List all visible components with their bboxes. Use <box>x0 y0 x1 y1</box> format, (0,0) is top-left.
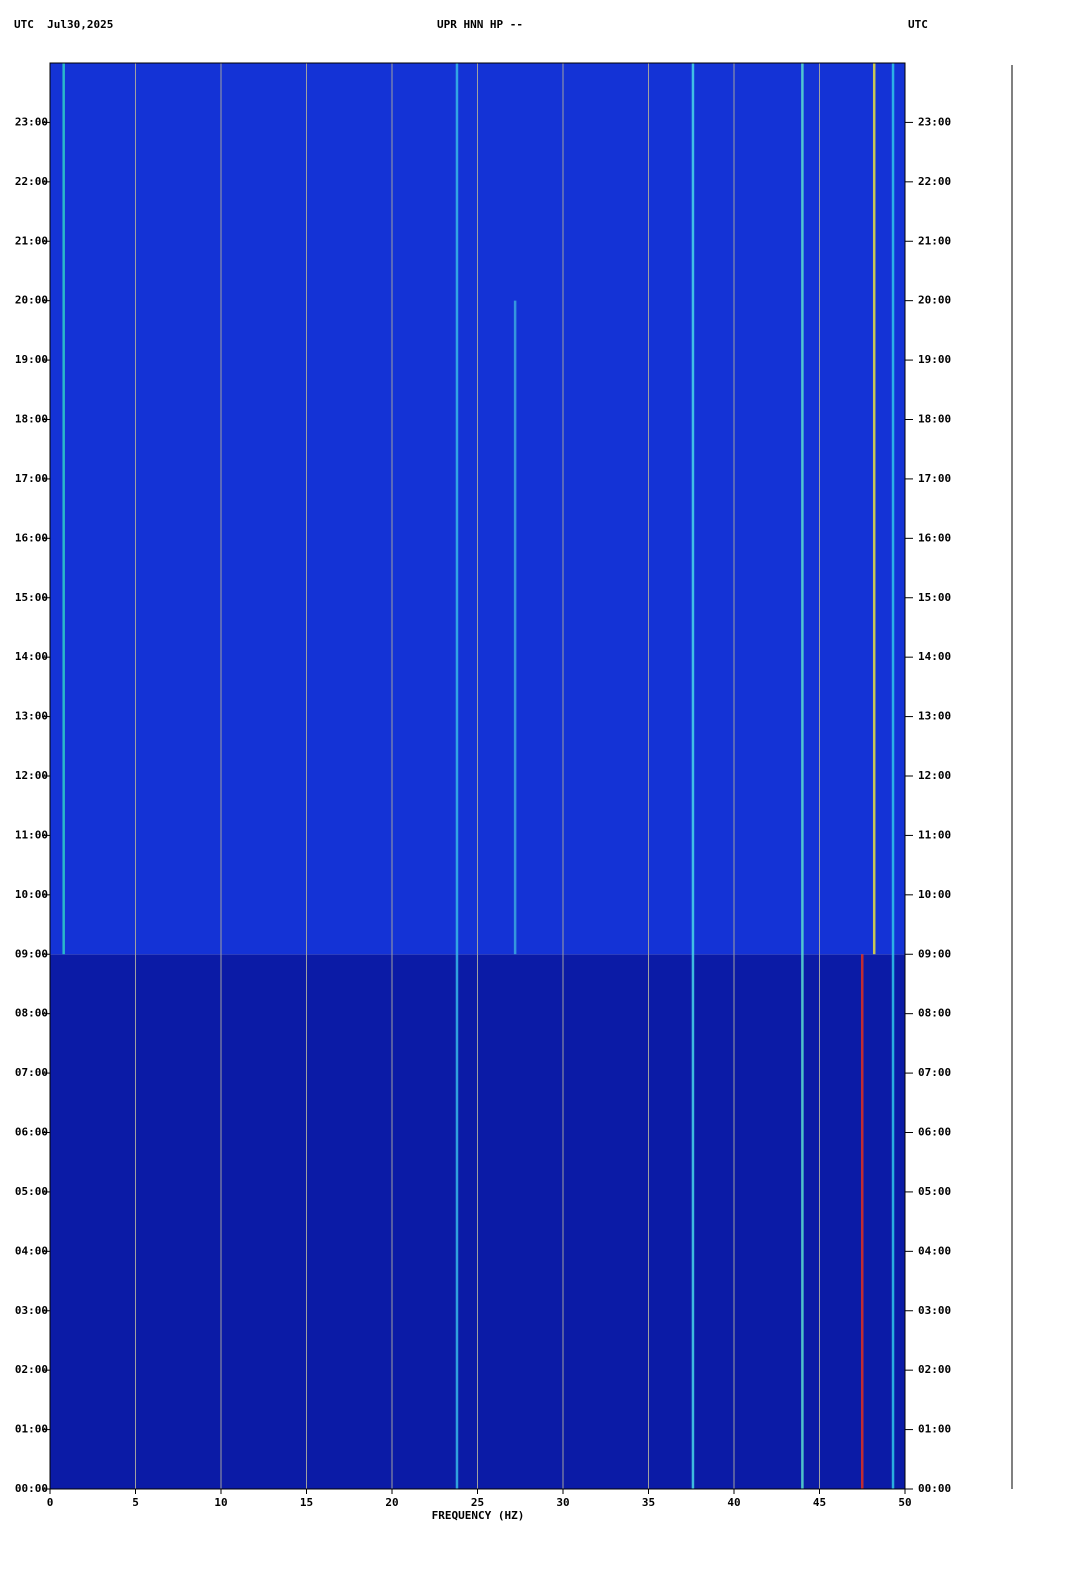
y-tick-label: 04:00 <box>15 1244 48 1257</box>
y-tick-label-right: 22:00 <box>918 175 951 188</box>
y-tick-label-right: 01:00 <box>918 1423 951 1436</box>
y-tick-label-right: 04:00 <box>918 1244 951 1257</box>
y-tick-label: 15:00 <box>15 591 48 604</box>
y-tick-label-right: 09:00 <box>918 947 951 960</box>
x-axis-label: FREQUENCY (HZ) <box>432 1509 525 1522</box>
y-tick-label-right: 18:00 <box>918 413 951 426</box>
y-tick-label: 00:00 <box>15 1482 48 1495</box>
y-tick-label: 09:00 <box>15 947 48 960</box>
y-tick-label-right: 08:00 <box>918 1007 951 1020</box>
y-tick-label-right: 05:00 <box>918 1185 951 1198</box>
y-tick-label: 06:00 <box>15 1126 48 1139</box>
x-tick-label: 30 <box>556 1496 569 1509</box>
y-tick-label: 11:00 <box>15 828 48 841</box>
y-tick-label: 03:00 <box>15 1304 48 1317</box>
y-tick-label: 21:00 <box>15 234 48 247</box>
x-tick-label: 45 <box>813 1496 826 1509</box>
y-tick-label: 14:00 <box>15 650 48 663</box>
y-tick-label: 16:00 <box>15 531 48 544</box>
y-tick-label-right: 15:00 <box>918 591 951 604</box>
plot-frame <box>49 62 906 1490</box>
y-tick-label: 12:00 <box>15 769 48 782</box>
y-tick-label-right: 13:00 <box>918 710 951 723</box>
left-header: UTC Jul30,2025 <box>14 18 113 31</box>
y-tick-label-right: 06:00 <box>918 1126 951 1139</box>
x-tick-label: 35 <box>642 1496 655 1509</box>
x-tick-label: 20 <box>385 1496 398 1509</box>
y-tick-label: 23:00 <box>15 115 48 128</box>
x-tick-label: 5 <box>132 1496 139 1509</box>
y-tick-label: 19:00 <box>15 353 48 366</box>
y-tick-label-right: 00:00 <box>918 1482 951 1495</box>
y-tick-label-right: 14:00 <box>918 650 951 663</box>
y-tick-label-right: 02:00 <box>918 1363 951 1376</box>
x-tick-label: 10 <box>214 1496 227 1509</box>
y-tick-label: 22:00 <box>15 175 48 188</box>
y-tick-label-right: 19:00 <box>918 353 951 366</box>
y-tick-label: 13:00 <box>15 710 48 723</box>
y-tick-label-right: 11:00 <box>918 828 951 841</box>
y-tick-label: 07:00 <box>15 1066 48 1079</box>
y-tick-label: 01:00 <box>15 1423 48 1436</box>
right-header: UTC <box>908 18 928 31</box>
chart-title: UPR HNN HP -- <box>437 18 523 31</box>
x-tick-label: 0 <box>47 1496 54 1509</box>
y-tick-label-right: 20:00 <box>918 294 951 307</box>
y-tick-label-right: 21:00 <box>918 234 951 247</box>
x-tick-label: 40 <box>727 1496 740 1509</box>
y-tick-label: 10:00 <box>15 888 48 901</box>
x-tick-label: 25 <box>471 1496 484 1509</box>
y-tick-label: 18:00 <box>15 413 48 426</box>
x-tick-label: 50 <box>898 1496 911 1509</box>
x-tick-label: 15 <box>300 1496 313 1509</box>
y-tick-label-right: 10:00 <box>918 888 951 901</box>
y-tick-label-right: 03:00 <box>918 1304 951 1317</box>
y-tick-label-right: 12:00 <box>918 769 951 782</box>
y-tick-label: 02:00 <box>15 1363 48 1376</box>
y-tick-label-right: 23:00 <box>918 115 951 128</box>
y-tick-label-right: 16:00 <box>918 531 951 544</box>
y-tick-label-right: 17:00 <box>918 472 951 485</box>
y-tick-label: 20:00 <box>15 294 48 307</box>
y-tick-label: 08:00 <box>15 1007 48 1020</box>
y-tick-label: 05:00 <box>15 1185 48 1198</box>
y-tick-label: 17:00 <box>15 472 48 485</box>
y-tick-label-right: 07:00 <box>918 1066 951 1079</box>
